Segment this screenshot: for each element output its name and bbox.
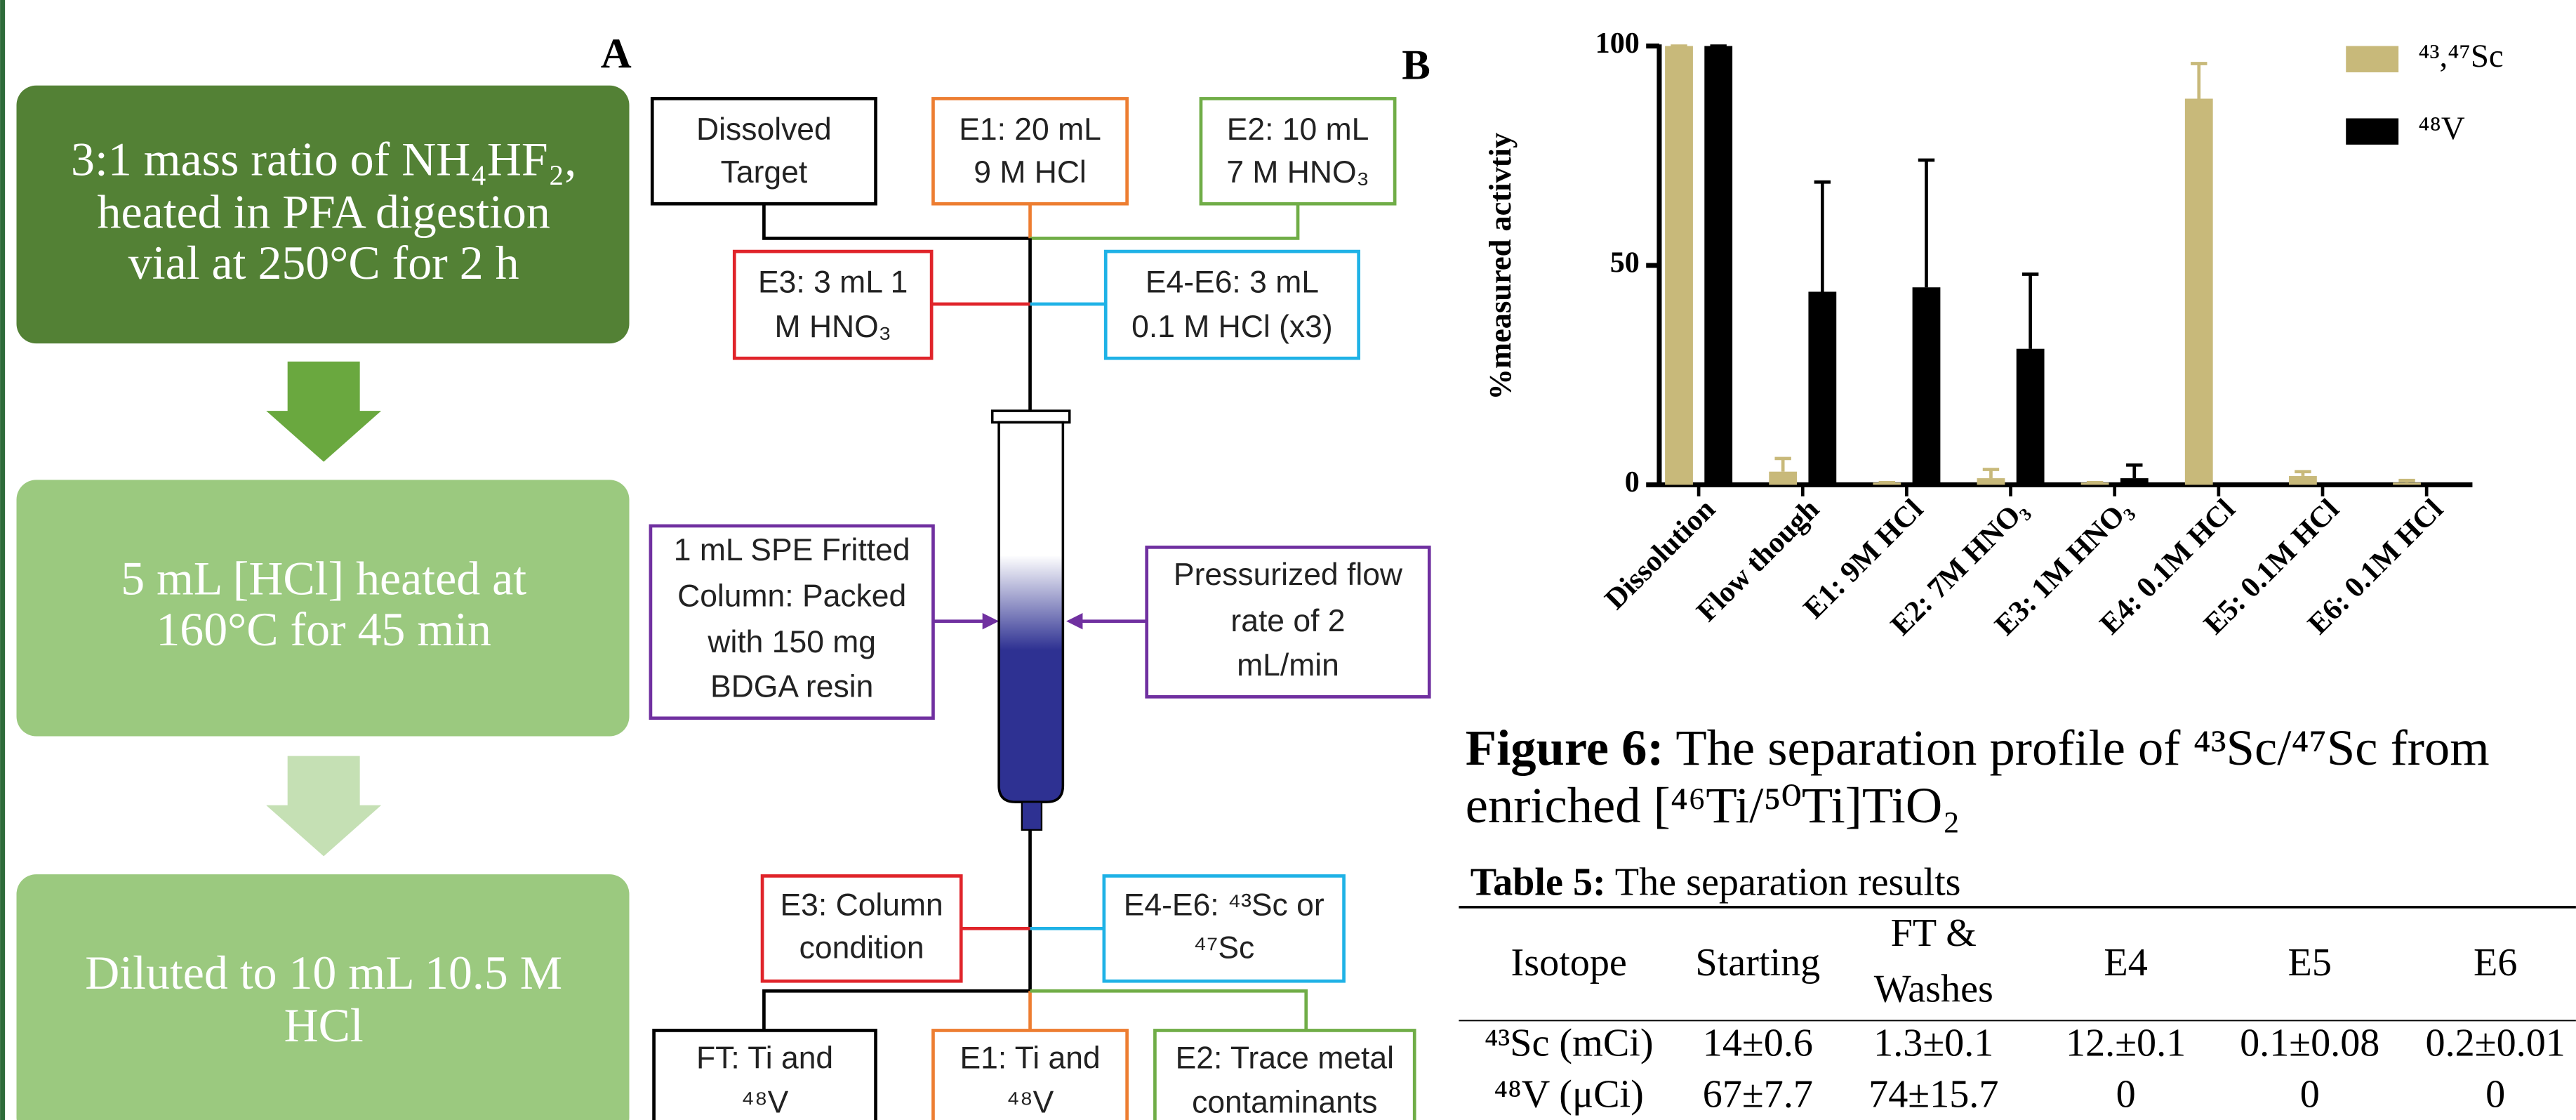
diagram-box-text: E2: Trace metal <box>1176 1041 1394 1075</box>
y-tick-label: 0 <box>1625 466 1640 499</box>
diagram-box-text: E3: 3 mL 1 <box>758 265 908 300</box>
table-cell: ⁴³Sc (mCi) <box>1485 1022 1654 1065</box>
table-cell: ⁴⁸V (μCi) <box>1494 1072 1644 1116</box>
legend-label: ⁴³,⁴⁷Sc <box>2418 38 2503 74</box>
panel-label: A <box>601 30 632 77</box>
caption-text: The separation profile of ⁴³Sc/⁴⁷Sc from <box>1664 719 2490 776</box>
diagram-box-text: M HNO₃ <box>775 310 891 344</box>
table-caption-text: The separation results <box>1606 860 1961 904</box>
error-bar <box>2022 274 2038 348</box>
caption-text: enriched [⁴⁶Ti/⁵⁰Ti]TiO₂ <box>1466 776 1960 833</box>
diagram-box-text: 7 M HNO₃ <box>1226 155 1369 190</box>
diagram-box-text: with 150 mg <box>707 625 876 659</box>
bar <box>1808 291 1836 485</box>
diagram-box-text: E2: 10 mL <box>1227 112 1369 147</box>
panel-label: B <box>1402 41 1430 88</box>
bar <box>1913 287 1941 485</box>
legend-swatch <box>2346 46 2398 72</box>
diagram-box-text: E3: Column <box>781 888 943 923</box>
diagram-box-text: E1: 20 mL <box>959 112 1101 147</box>
error-bar <box>1918 160 1934 287</box>
table-caption-label: Table 5: <box>1470 860 1606 904</box>
diagram-box-text: ⁴⁷Sc <box>1193 931 1254 966</box>
bar <box>2185 99 2213 485</box>
error-bar <box>1814 182 1831 291</box>
table-header: E5 <box>2288 941 2332 984</box>
table-cell: 0 <box>2300 1072 2320 1116</box>
table-header: E4 <box>2104 941 2147 984</box>
table-cell: 14±0.6 <box>1703 1022 1813 1065</box>
error-bar <box>2398 480 2415 482</box>
flow-arrow <box>266 756 381 857</box>
table-header: FT & <box>1891 911 1977 955</box>
table-cell: 67±7.7 <box>1703 1072 1813 1116</box>
error-bar <box>2126 465 2142 478</box>
column <box>999 422 1063 802</box>
diagram-box-text: Target <box>721 155 808 190</box>
bar <box>1977 478 2005 485</box>
diagram-box-text: BDGA resin <box>710 669 873 704</box>
diagram-box-text: Pressurized flow <box>1174 558 1403 592</box>
error-bar <box>1774 459 1791 472</box>
diagram-box-text: contaminants <box>1192 1086 1377 1120</box>
figure-caption: enriched [⁴⁶Ti/⁵⁰Ti]TiO₂ <box>1466 776 1960 833</box>
table-header: E6 <box>2474 941 2517 984</box>
bar <box>2017 349 2045 485</box>
caption-label: Figure 6: <box>1466 719 1664 776</box>
y-tick-label: 100 <box>1595 27 1640 60</box>
legend-swatch <box>2346 119 2398 145</box>
poster-section: A B 3:1 mass ratio of NH₄HF₂,heated in P… <box>0 0 2576 1120</box>
table-cell: 0 <box>2485 1072 2505 1116</box>
table-cell: 74±15.7 <box>1868 1072 1998 1116</box>
bar <box>1665 46 1693 485</box>
page: { "panel_labels": {"a": "A", "b": "B"}, … <box>0 0 2576 1120</box>
table-header: Starting <box>1695 941 1820 984</box>
bar <box>2393 482 2421 485</box>
table-header: Isotope <box>1511 941 1627 984</box>
flow-step-text: HCl <box>284 999 364 1052</box>
diagram-box-text: condition <box>799 931 924 966</box>
flow-arrow <box>266 362 381 462</box>
column-tip <box>1022 802 1042 830</box>
table-header: Washes <box>1874 968 1993 1011</box>
y-axis-label: %measured activtiy <box>1482 133 1518 400</box>
flow-step-text: 5 mL [HCl] heated at <box>121 552 526 605</box>
table-cell: 0 <box>2116 1072 2136 1116</box>
diagram-box-text: E4-E6: 3 mL <box>1146 265 1319 300</box>
flow-step-text: 160°C for 45 min <box>156 603 491 656</box>
edge-strip <box>0 0 5 1120</box>
legend-label: ⁴⁸V <box>2418 110 2465 147</box>
diagram-box-text: Column: Packed <box>677 579 906 614</box>
bar <box>2120 478 2149 485</box>
diagram-box-text: FT: Ti and <box>696 1041 833 1075</box>
diagram-box-text: 9 M HCl <box>974 155 1087 190</box>
table-cell: 0.1±0.08 <box>2240 1022 2379 1065</box>
column-cap <box>992 411 1070 422</box>
table-cell: 12.±0.1 <box>2066 1022 2186 1065</box>
bar <box>1769 472 1797 485</box>
diagram-box-text: ⁴⁸V <box>1007 1086 1054 1120</box>
error-bar <box>2295 472 2311 476</box>
flow-step-text: vial at 250°C for 2 h <box>128 237 519 289</box>
flow-step-text: heated in PFA digestion <box>98 186 550 239</box>
diagram-box-text: E4-E6: ⁴³Sc or <box>1124 888 1324 923</box>
y-tick-label: 50 <box>1610 246 1640 279</box>
diagram-box-text: rate of 2 <box>1230 604 1345 638</box>
flow-step-text: Diluted to 10 mL 10.5 M <box>85 947 562 999</box>
table-cell: 0.2±0.01 <box>2426 1022 2565 1065</box>
diagram-box-text: mL/min <box>1237 648 1339 683</box>
bar <box>2289 476 2317 485</box>
table-cell: 1.3±0.1 <box>1873 1022 1993 1065</box>
diagram-box-text: ⁴⁸V <box>741 1086 789 1120</box>
error-bar <box>1983 470 1999 478</box>
table-caption: Table 5: The separation results <box>1470 860 1961 904</box>
error-bar <box>2191 64 2207 99</box>
bar <box>1704 46 1732 485</box>
diagram-box-text: E1: Ti and <box>960 1041 1100 1075</box>
diagram-box-text: 1 mL SPE Fritted <box>674 533 910 567</box>
flow-step-text: 3:1 mass ratio of NH₄HF₂, <box>71 133 576 186</box>
diagram-box-text: 0.1 M HCl (x3) <box>1131 310 1333 344</box>
figure-caption: Figure 6: The separation profile of ⁴³Sc… <box>1466 719 2490 776</box>
diagram-box-text: Dissolved <box>696 112 832 147</box>
